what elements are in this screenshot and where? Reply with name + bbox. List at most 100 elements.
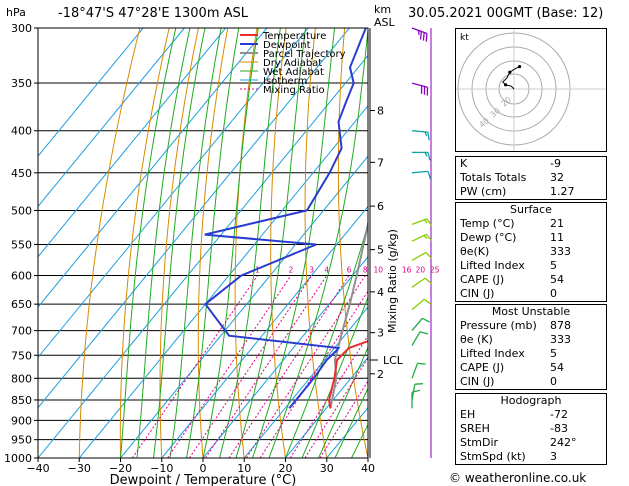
mixing-ratio-line	[205, 275, 328, 458]
row-label: θe (K)	[460, 333, 493, 346]
mixing-ratio-label: 2	[289, 266, 294, 275]
row-label: PW (cm)	[460, 185, 507, 198]
km-tick-label: 7	[377, 156, 384, 169]
dry-adiabat-line	[337, 28, 368, 458]
wet-adiabat-line	[334, 387, 368, 458]
row-label: Lifted Index	[460, 259, 525, 272]
isotherm-line	[38, 54, 368, 458]
table-row: K -9	[456, 157, 606, 171]
asl-label: ASL	[374, 16, 395, 29]
row-label: θe(K)	[460, 245, 490, 258]
mixing-ratio-label: 20	[416, 266, 426, 275]
x-tick-label: 10	[237, 462, 251, 475]
x-tick-label: 0	[200, 462, 207, 475]
row-value: -72	[550, 408, 568, 421]
temperature-line	[327, 340, 368, 409]
wet-adiabat-line	[235, 28, 306, 458]
wind-barb	[411, 317, 430, 332]
wet-adiabat-line	[202, 28, 259, 458]
row-label: K	[460, 157, 468, 170]
hodograph-table: Hodograph EH -72 SREH -83 StmDir 242° StmSpd (k…	[455, 393, 607, 465]
p-tick-label: 300	[11, 22, 32, 35]
dry-adiabat-line	[159, 28, 199, 458]
p-tick-label: 550	[11, 238, 32, 251]
mixing-ratio-label: 10	[374, 266, 384, 275]
row-label: Pressure (mb)	[460, 319, 537, 332]
lcl-label: LCL	[383, 354, 404, 367]
hpa-label: hPa	[6, 6, 26, 19]
isotherm-line	[38, 28, 309, 359]
p-tick-label: 950	[11, 434, 32, 447]
wet-adiabat-line	[136, 28, 191, 458]
row-value: 333	[550, 245, 571, 258]
mixing-ratio-label: 16	[402, 266, 412, 275]
x-tick-label: 40	[361, 462, 375, 475]
table-row: Dewp (°C) 11	[456, 231, 606, 245]
mixing-ratio-label: 3	[309, 266, 314, 275]
isotherm-line	[202, 255, 368, 458]
dry-adiabat-line	[197, 28, 229, 458]
legend-entry: Isotherm	[263, 76, 307, 87]
dewpoint-line	[204, 28, 367, 409]
datetime-title: 30.05.2021 00GMT (Base: 12)	[408, 6, 604, 21]
row-value: -83	[550, 422, 568, 435]
row-label: Temp (°C)	[460, 217, 515, 230]
table-row: Totals Totals 32	[456, 171, 606, 185]
row-value: 54	[550, 361, 564, 374]
x-tick-label: −10	[150, 462, 173, 475]
legend-entry: Parcel Trajectory	[263, 49, 346, 60]
x-tick-label: 30	[320, 462, 334, 475]
mixing-ratio-line	[131, 275, 258, 458]
table-row: StmSpd (kt) 3	[456, 450, 606, 464]
wind-barb	[411, 218, 433, 227]
mixing-ratio-line	[289, 334, 368, 458]
table-title: Surface	[510, 203, 552, 216]
x-tick-label: −30	[68, 462, 91, 475]
p-tick-label: 500	[11, 204, 32, 217]
most-unstable-table: Most Unstable Pressure (mb) 878 θe (K) 333 Li…	[455, 304, 607, 390]
hodograph-trace	[502, 66, 520, 90]
wind-barb	[411, 251, 433, 261]
row-label: StmDir	[460, 436, 499, 449]
x-tick-label: 20	[279, 462, 293, 475]
wet-adiabat-line	[268, 28, 368, 458]
row-value: 878	[550, 319, 571, 332]
table-title: Most Unstable	[491, 305, 571, 318]
p-tick-label: 850	[11, 394, 32, 407]
km-tick-label: 8	[377, 105, 384, 118]
row-value: 0	[550, 375, 557, 388]
isotherm-line	[78, 105, 368, 458]
isotherm-line	[243, 306, 368, 458]
km-tick-label: 3	[377, 327, 384, 340]
row-value: -9	[550, 157, 561, 170]
surface-table: Surface Temp (°C) 21 Dewp (°C) 11 θe(K) 333 Lif…	[455, 202, 607, 302]
p-tick-label: 600	[11, 270, 32, 283]
row-value: 333	[550, 333, 571, 346]
row-label: CAPE (J)	[460, 273, 505, 286]
row-value: 242°	[550, 436, 577, 449]
row-value: 0	[550, 287, 557, 300]
hodograph-point	[518, 65, 522, 69]
p-tick-label: 800	[11, 372, 32, 385]
x-tick-label: −40	[26, 462, 49, 475]
mixing-ratio-label: 25	[430, 266, 440, 275]
wind-barb	[411, 233, 433, 242]
row-value: 11	[550, 231, 564, 244]
mixing-ratio-line	[259, 290, 368, 458]
row-value: 54	[550, 273, 564, 286]
mixing-ratio-line	[304, 357, 368, 458]
hodograph-ring-label: 40	[478, 116, 492, 129]
hodograph-ring-label: 30	[489, 106, 503, 119]
p-tick-label: 900	[11, 414, 32, 427]
isotherm-line	[38, 28, 185, 208]
mixing-ratio-axis-label: Mixing Ratio (g/kg)	[386, 229, 399, 333]
row-label: SREH	[460, 422, 490, 435]
wet-adiabat-line	[301, 295, 368, 458]
p-tick-label: 1000	[4, 452, 32, 465]
location-title: -18°47'S 47°28'E 1300m ASL	[58, 6, 249, 21]
km-label: km	[374, 3, 392, 16]
legend-entry: Temperature	[262, 31, 326, 42]
row-value: 32	[550, 171, 564, 184]
wet-adiabat-line	[285, 222, 368, 458]
